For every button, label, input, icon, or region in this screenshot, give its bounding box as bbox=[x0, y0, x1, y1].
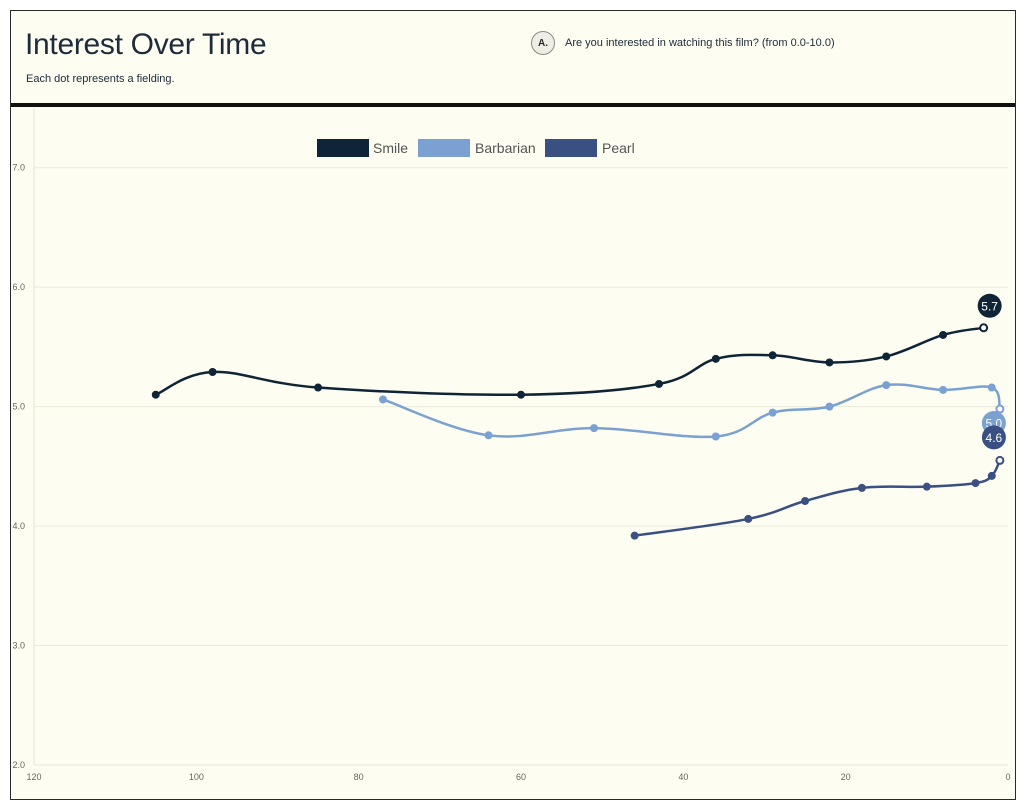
data-point-barbarian[interactable] bbox=[711, 432, 720, 441]
series-line-smile bbox=[154, 326, 985, 397]
data-point-pearl[interactable] bbox=[922, 482, 931, 491]
data-point-smile[interactable] bbox=[825, 358, 834, 367]
data-point-smile[interactable] bbox=[979, 323, 989, 333]
x-tick-label: 100 bbox=[189, 772, 204, 782]
data-point-barbarian[interactable] bbox=[590, 424, 599, 433]
series-line-barbarian bbox=[381, 383, 1002, 439]
x-tick-label: 0 bbox=[1005, 772, 1010, 782]
data-point-smile[interactable] bbox=[314, 383, 323, 392]
data-point-smile[interactable] bbox=[151, 390, 160, 399]
data-point-smile[interactable] bbox=[711, 354, 720, 363]
data-point-smile[interactable] bbox=[882, 352, 891, 361]
header-divider bbox=[11, 103, 1015, 107]
data-point-pearl[interactable] bbox=[857, 483, 866, 492]
data-point-pearl[interactable] bbox=[995, 455, 1005, 465]
y-tick-label: 3.0 bbox=[12, 641, 25, 651]
series-line-pearl bbox=[633, 459, 1002, 537]
x-tick-label: 120 bbox=[26, 772, 41, 782]
y-tick-label: 2.0 bbox=[12, 760, 25, 770]
data-point-barbarian[interactable] bbox=[995, 404, 1005, 414]
data-point-pearl[interactable] bbox=[987, 471, 996, 480]
data-point-barbarian[interactable] bbox=[768, 408, 777, 417]
data-point-smile[interactable] bbox=[517, 390, 525, 399]
y-tick-label: 4.0 bbox=[12, 521, 25, 531]
legend-label-barbarian: Barbarian bbox=[475, 140, 536, 156]
chart-subtitle: Each dot represents a fielding. bbox=[26, 73, 175, 85]
data-point-barbarian[interactable] bbox=[987, 383, 996, 392]
x-tick-label: 80 bbox=[354, 772, 364, 782]
legend-swatch-pearl bbox=[545, 139, 597, 157]
y-tick-label: 5.0 bbox=[12, 402, 25, 412]
y-tick-label: 7.0 bbox=[12, 163, 25, 173]
end-label-smile: 5.7 bbox=[981, 299, 998, 313]
legend-label-smile: Smile bbox=[373, 140, 408, 156]
x-tick-label: 20 bbox=[841, 772, 851, 782]
data-point-barbarian[interactable] bbox=[882, 381, 891, 390]
data-point-pearl[interactable] bbox=[801, 497, 810, 506]
legend-label-pearl: Pearl bbox=[602, 140, 635, 156]
question-prompt: A. Are you interested in watching this f… bbox=[531, 31, 835, 55]
end-label-badge-smile bbox=[977, 293, 1002, 318]
end-label-badge-pearl bbox=[981, 425, 1006, 450]
x-tick-label: 40 bbox=[678, 772, 688, 782]
data-point-barbarian[interactable] bbox=[484, 431, 493, 440]
data-point-pearl[interactable] bbox=[744, 514, 753, 523]
question-badge: A. bbox=[531, 31, 555, 55]
data-point-smile[interactable] bbox=[939, 330, 948, 339]
data-point-smile[interactable] bbox=[768, 351, 777, 360]
data-point-barbarian[interactable] bbox=[379, 395, 388, 404]
data-point-pearl[interactable] bbox=[971, 479, 980, 488]
y-tick-label: 6.0 bbox=[12, 282, 25, 292]
legend-swatch-barbarian bbox=[418, 139, 470, 157]
data-point-smile[interactable] bbox=[208, 367, 217, 376]
chart-card: Interest Over Time Each dot represents a… bbox=[10, 10, 1016, 800]
chart-title: Interest Over Time bbox=[25, 28, 267, 61]
data-point-pearl[interactable] bbox=[630, 531, 639, 540]
end-label-pearl: 4.6 bbox=[986, 431, 1003, 445]
chart-header: Interest Over Time Each dot represents a… bbox=[11, 11, 1015, 104]
question-text: Are you interested in watching this film… bbox=[565, 37, 835, 49]
data-point-barbarian[interactable] bbox=[939, 385, 948, 394]
data-point-smile[interactable] bbox=[654, 379, 663, 388]
data-point-barbarian[interactable] bbox=[825, 402, 834, 411]
x-tick-label: 60 bbox=[516, 772, 526, 782]
legend-swatch-smile bbox=[317, 139, 369, 157]
